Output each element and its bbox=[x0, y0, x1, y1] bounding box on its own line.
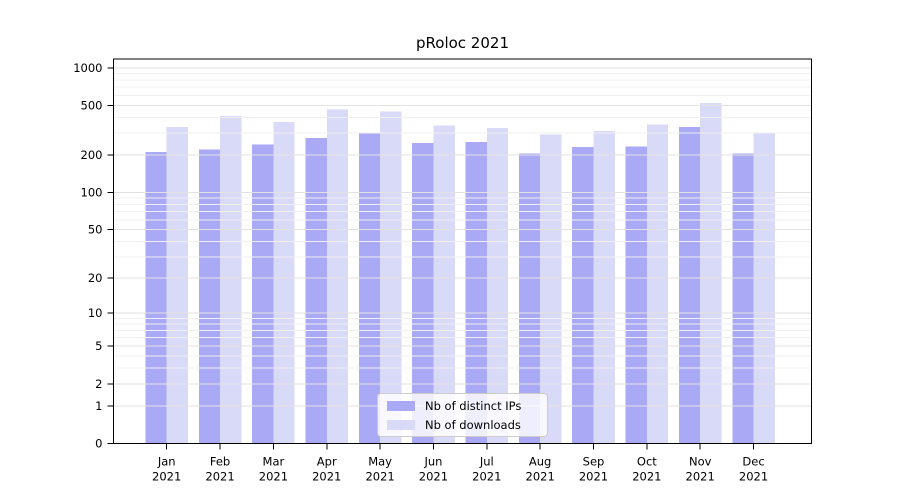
x-tick-label-month-dec: Dec bbox=[742, 455, 764, 469]
x-tick-label-month-nov: Nov bbox=[689, 455, 712, 469]
y-tick-label-0: 0 bbox=[95, 437, 102, 451]
x-tick-label-year-sep: 2021 bbox=[579, 470, 608, 484]
x-tick-label-month-may: May bbox=[368, 455, 392, 469]
x-tick-label-year-jan: 2021 bbox=[152, 470, 181, 484]
x-tick-label-month-jun: Jun bbox=[423, 455, 442, 469]
x-tick-label-month-jul: Jul bbox=[479, 455, 494, 469]
y-tick-label-50: 50 bbox=[88, 223, 103, 237]
bar-jul-downloads bbox=[486, 128, 509, 444]
x-tick-label-month-apr: Apr bbox=[317, 455, 337, 469]
y-tick-label-20: 20 bbox=[88, 271, 103, 285]
y-tick-label-1000: 1000 bbox=[73, 61, 102, 75]
bar-jan-downloads bbox=[166, 126, 188, 444]
x-tick-label-year-aug: 2021 bbox=[526, 470, 555, 484]
bar-dec-distinct-ips bbox=[732, 153, 754, 444]
bar-may-distinct-ips bbox=[358, 133, 381, 444]
x-tick-label-month-feb: Feb bbox=[210, 455, 230, 469]
bar-oct-distinct-ips bbox=[625, 146, 647, 444]
legend-label-distinct-ips: Nb of distinct IPs bbox=[425, 398, 522, 413]
legend-item-distinct-ips: Nb of distinct IPs bbox=[387, 399, 538, 413]
bar-feb-downloads bbox=[220, 116, 242, 444]
x-tick-label-month-mar: Mar bbox=[263, 455, 285, 469]
y-tick-label-500: 500 bbox=[81, 98, 103, 112]
x-tick-label-year-jun: 2021 bbox=[419, 470, 448, 484]
bar-dec-downloads bbox=[753, 132, 775, 444]
legend: Nb of distinct IPs Nb of downloads bbox=[377, 393, 548, 437]
y-tick-label-5: 5 bbox=[95, 339, 102, 353]
x-tick-label-year-dec: 2021 bbox=[739, 470, 768, 484]
x-tick-label-year-jul: 2021 bbox=[472, 470, 501, 484]
bar-mar-downloads bbox=[273, 121, 295, 444]
x-tick-label-year-nov: 2021 bbox=[686, 470, 715, 484]
legend-item-downloads: Nb of downloads bbox=[387, 418, 538, 432]
bar-apr-distinct-ips bbox=[305, 137, 327, 444]
legend-label-downloads: Nb of downloads bbox=[425, 417, 521, 432]
bar-mar-distinct-ips bbox=[252, 144, 274, 444]
x-tick-label-year-feb: 2021 bbox=[205, 470, 234, 484]
bar-nov-downloads bbox=[700, 102, 722, 444]
bar-oct-downloads bbox=[646, 124, 669, 444]
axes-box bbox=[113, 58, 812, 444]
x-tick-label-year-oct: 2021 bbox=[632, 470, 661, 484]
chart-title: pRoloc 2021 bbox=[416, 34, 509, 52]
y-tick-label-2: 2 bbox=[95, 377, 102, 391]
x-tick-label-year-mar: 2021 bbox=[259, 470, 288, 484]
y-tick-label-10: 10 bbox=[88, 306, 103, 320]
x-tick-label-month-aug: Aug bbox=[529, 455, 551, 469]
x-tick-label-year-apr: 2021 bbox=[312, 470, 341, 484]
bar-aug-distinct-ips bbox=[518, 153, 541, 444]
bar-sep-distinct-ips bbox=[572, 146, 594, 444]
bar-sep-downloads bbox=[593, 131, 615, 444]
y-tick-label-1: 1 bbox=[95, 399, 102, 413]
legend-swatch-distinct-ips bbox=[387, 400, 415, 411]
y-tick-label-200: 200 bbox=[81, 148, 103, 162]
bar-nov-distinct-ips bbox=[678, 126, 701, 444]
x-tick-label-month-sep: Sep bbox=[583, 455, 605, 469]
bar-jan-distinct-ips bbox=[145, 151, 167, 444]
x-tick-label-month-oct: Oct bbox=[637, 455, 657, 469]
bar-feb-distinct-ips bbox=[198, 149, 221, 444]
legend-swatch-downloads bbox=[387, 419, 415, 430]
x-tick-label-year-may: 2021 bbox=[365, 470, 394, 484]
bar-may-downloads bbox=[380, 111, 402, 444]
bar-apr-downloads bbox=[326, 109, 349, 444]
y-tick-label-100: 100 bbox=[81, 186, 103, 200]
x-tick-label-month-jan: Jan bbox=[157, 455, 176, 469]
